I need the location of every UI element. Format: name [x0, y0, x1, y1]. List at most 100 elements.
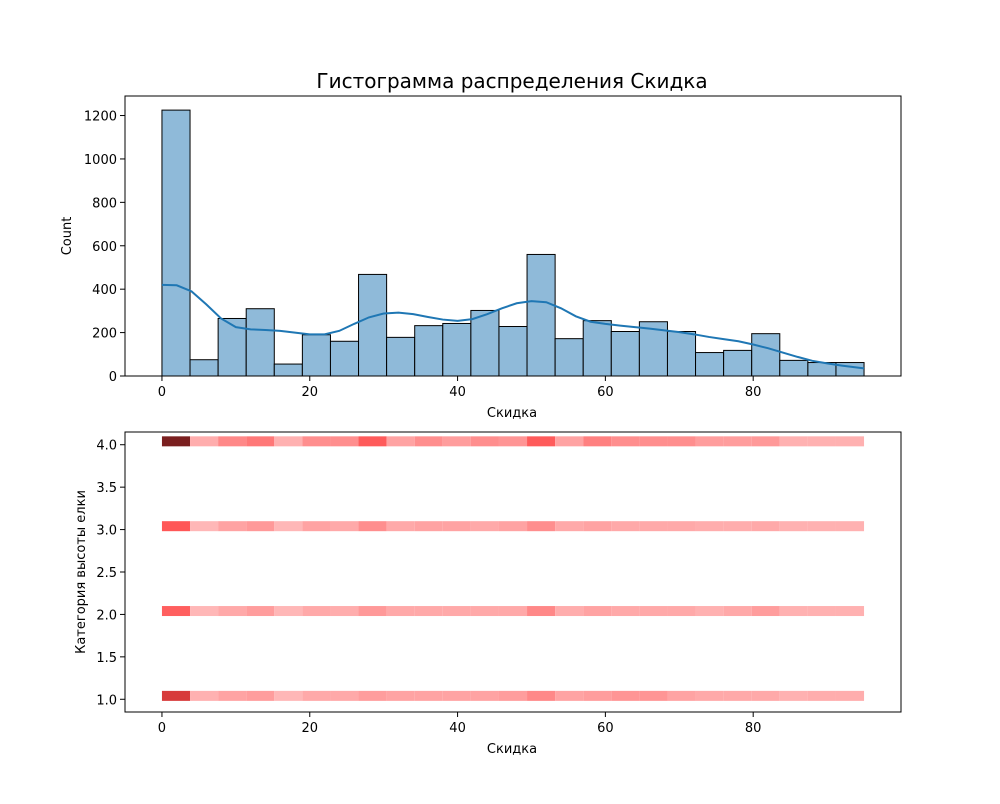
heatmap-cell: [667, 606, 696, 617]
heatmap-cell: [330, 606, 359, 617]
y-tick-label: 1000: [84, 153, 117, 168]
heatmap-cell: [555, 690, 584, 701]
y-tick-label: 200: [92, 327, 117, 342]
heatmap-cell: [274, 606, 303, 617]
heatmap-cell: [414, 436, 443, 447]
histogram-bar: [161, 109, 191, 377]
x-tick-label: 40: [449, 721, 466, 736]
kde-line: [161, 283, 865, 370]
heatmap-cells: [161, 436, 865, 701]
heatmap-cell: [611, 690, 640, 701]
heatmap-cell: [695, 521, 724, 532]
heatmap-cell: [218, 436, 247, 447]
heatmap-cell: [779, 521, 808, 532]
y-tick-label: 4.0: [96, 439, 117, 454]
heatmap-cell: [442, 606, 471, 617]
heatmap-cell: [218, 521, 247, 532]
heatmap-cell: [498, 521, 528, 532]
y-tick-label: 1200: [84, 110, 117, 125]
heatmap-cell: [218, 690, 247, 701]
heatmap-cell: [414, 690, 443, 701]
histogram-bar: [666, 331, 697, 377]
heatmap-cell: [414, 521, 443, 532]
histogram-bar: [301, 334, 331, 377]
heatmap-cell: [302, 436, 331, 447]
histogram-bar: [582, 320, 612, 377]
heatmap-cell: [330, 690, 359, 701]
histogram-bar: [386, 336, 416, 377]
heatmap-cell: [751, 521, 780, 532]
heatmap-cell: [470, 521, 499, 532]
heatmap-cell: [639, 436, 668, 447]
heatmap-cell: [807, 606, 836, 617]
histogram-bar: [442, 322, 472, 377]
histogram-bar: [751, 333, 781, 377]
heatmap-cell: [386, 606, 415, 617]
histogram-bar: [329, 340, 360, 377]
histogram-x-label: Скидка: [487, 406, 537, 421]
y-tick-label: 1.0: [96, 693, 117, 708]
heatmap-cell: [835, 606, 865, 617]
heatmap-cell: [161, 690, 191, 701]
x-tick-label: 0: [158, 385, 166, 400]
heatmap-cell: [611, 606, 640, 617]
x-tick-label: 80: [745, 721, 762, 736]
heatmap-cell: [751, 436, 780, 447]
heatmap-plot-frame: [124, 431, 902, 713]
heatmap-cell: [527, 521, 556, 532]
heatmap-cell: [611, 436, 640, 447]
x-tick-label: 60: [597, 385, 614, 400]
heatmap-x-ticks: 0 20 40 60 80: [158, 712, 762, 736]
heatmap-cell: [723, 606, 752, 617]
heatmap-cell: [470, 690, 499, 701]
heatmap-cell: [723, 690, 752, 701]
x-tick-label: 40: [449, 385, 466, 400]
heatmap-cell: [807, 521, 836, 532]
heatmap-cell: [527, 690, 556, 701]
heatmap-cell: [723, 521, 752, 532]
histogram-y-ticks: 0 200 400 600 800 1000 1200: [84, 110, 125, 385]
heatmap-cell: [358, 606, 387, 617]
histogram-bar: [610, 331, 640, 377]
heatmap-cell: [358, 690, 387, 701]
heatmap-y-ticks: 1.0 1.5 2.0 2.5 3.0 3.5 4.0: [96, 439, 125, 708]
x-tick-label: 20: [301, 721, 318, 736]
x-tick-label: 0: [158, 721, 166, 736]
histogram-bar: [358, 273, 388, 377]
heatmap-cell: [583, 521, 612, 532]
heatmap-cell: [442, 521, 471, 532]
x-tick-label: 20: [301, 385, 318, 400]
heatmap-cell: [639, 690, 668, 701]
heatmap-cell: [498, 606, 528, 617]
heatmap-cell: [807, 690, 836, 701]
y-tick-label: 2.5: [96, 566, 117, 581]
heatmap-cell: [190, 521, 219, 532]
y-tick-label: 0: [109, 370, 117, 385]
heatmap-cell: [583, 436, 612, 447]
histogram-bar: [526, 253, 556, 377]
heatmap-cell: [386, 436, 415, 447]
heatmap-cell: [246, 521, 275, 532]
heatmap-cell: [751, 690, 780, 701]
histogram-bars: [161, 109, 865, 377]
y-tick-label: 1.5: [96, 651, 117, 666]
heatmap-cell: [667, 436, 696, 447]
histogram-y-label: Count: [60, 217, 75, 256]
histogram-plot-frame: [124, 95, 902, 377]
heatmap-cell: [583, 690, 612, 701]
heatmap-cell: [161, 521, 191, 532]
y-tick-label: 400: [92, 283, 117, 298]
heatmap-cell: [779, 436, 808, 447]
y-tick-label: 2.0: [96, 608, 117, 623]
heatmap-cell: [161, 436, 191, 447]
kde-curve-group: [161, 283, 865, 370]
y-tick-label: 800: [92, 196, 117, 211]
histogram-bar: [554, 338, 584, 377]
histogram-x-ticks: 0 20 40 60 80: [158, 376, 761, 400]
heatmap-cell: [274, 436, 303, 447]
histogram-bar: [414, 325, 444, 377]
histogram-bar: [470, 309, 500, 377]
x-tick-label: 60: [597, 721, 614, 736]
heatmap-cell: [667, 690, 696, 701]
